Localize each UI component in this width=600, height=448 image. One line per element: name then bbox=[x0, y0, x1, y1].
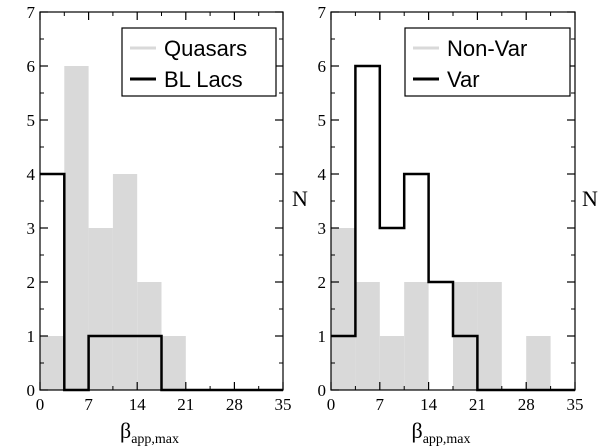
legend: Non-Var Var bbox=[404, 27, 571, 97]
x-tick-label: 35 bbox=[567, 395, 584, 414]
left-panel: 0 1 2 3 4 5 6 7 0 7 14 21 28 35 βapp,max Quasars BL Lacs bbox=[27, 3, 292, 447]
bar-quasars-3 bbox=[112, 174, 138, 390]
y-tick-label: 6 bbox=[27, 57, 36, 76]
y-tick-label: 4 bbox=[318, 165, 327, 184]
y-tick-label: 0 bbox=[27, 381, 36, 400]
bar-quasars-2 bbox=[88, 228, 113, 390]
y-tick-label: 5 bbox=[27, 111, 36, 130]
legend-label-quasars: Quasars bbox=[164, 36, 247, 61]
y-tick-label: 2 bbox=[27, 273, 36, 292]
y-tick-label: 1 bbox=[318, 327, 327, 346]
y-axis-label-right: N bbox=[582, 186, 598, 211]
bar-quasars-5 bbox=[161, 336, 186, 390]
y-tick-label: 7 bbox=[318, 3, 327, 22]
y-tick-label: 0 bbox=[318, 381, 327, 400]
legend-label-var: Var bbox=[447, 67, 480, 92]
y-tick-label: 3 bbox=[318, 219, 327, 238]
y-tick-label: 7 bbox=[27, 3, 36, 22]
bar-non-var-8 bbox=[526, 336, 551, 390]
x-tick-label: 21 bbox=[177, 395, 194, 414]
legend-label-non-var: Non-Var bbox=[447, 36, 527, 61]
y-tick-label: 2 bbox=[318, 273, 327, 292]
y-tick-label: 4 bbox=[27, 165, 36, 184]
right-panel: 0 1 2 3 4 5 6 7 0 7 14 21 28 35 βapp,max Non-Var Var bbox=[318, 3, 584, 447]
x-tick-label: 7 bbox=[376, 395, 385, 414]
bar-non-var-6 bbox=[477, 282, 502, 390]
bar-quasars-1 bbox=[64, 66, 89, 390]
y-tick-label: 1 bbox=[27, 327, 36, 346]
x-tick-label: 28 bbox=[518, 395, 535, 414]
x-tick-label: 0 bbox=[36, 395, 45, 414]
bar-non-var-1 bbox=[355, 282, 380, 390]
y-tick-label: 3 bbox=[27, 219, 36, 238]
x-tick-label: 14 bbox=[420, 395, 438, 414]
legend-label-bl-lacs: BL Lacs bbox=[164, 67, 243, 92]
x-tick-label: 21 bbox=[469, 395, 486, 414]
x-axis-label: βapp,max bbox=[411, 418, 470, 447]
x-tick-label: 28 bbox=[226, 395, 243, 414]
legend-box bbox=[121, 27, 277, 97]
bar-quasars-0 bbox=[40, 336, 65, 390]
legend: Quasars BL Lacs bbox=[121, 27, 277, 97]
y-axis-label-left: N bbox=[292, 186, 308, 211]
x-tick-label: 14 bbox=[129, 395, 147, 414]
bar-non-var-0 bbox=[331, 228, 356, 390]
legend-box bbox=[404, 27, 571, 97]
x-tick-label: 0 bbox=[327, 395, 336, 414]
y-tick-label: 5 bbox=[318, 111, 327, 130]
x-tick-label: 7 bbox=[84, 395, 93, 414]
bar-non-var-3 bbox=[404, 282, 429, 390]
y-tick-label: 6 bbox=[318, 57, 327, 76]
x-axis-label: βapp,max bbox=[120, 418, 179, 447]
x-tick-label: 35 bbox=[275, 395, 292, 414]
bar-non-var-2 bbox=[379, 336, 405, 390]
